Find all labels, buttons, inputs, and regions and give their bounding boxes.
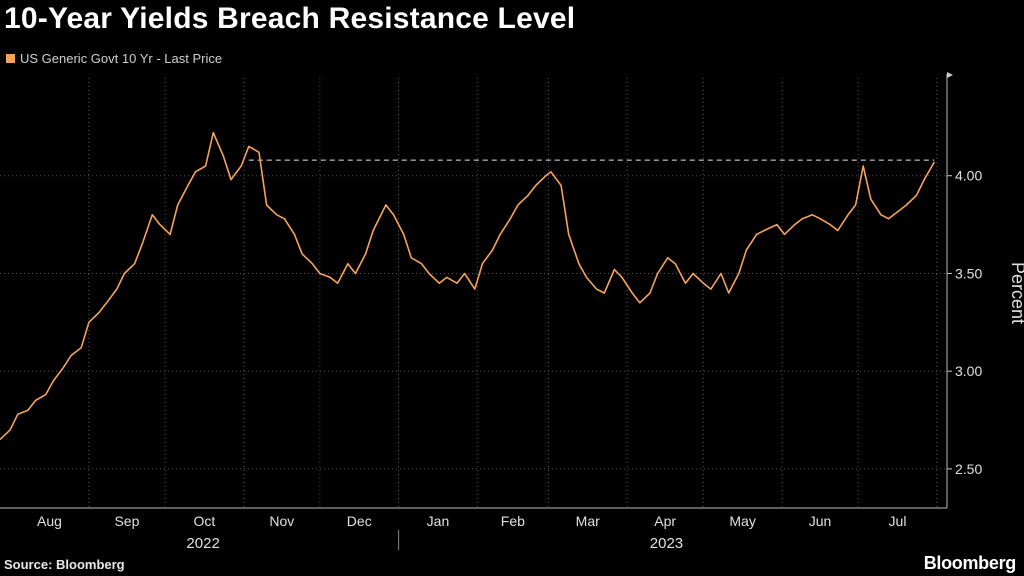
y-tick-label: 4.00 [955, 168, 982, 184]
x-tick-label: Jul [889, 513, 907, 529]
y-axis-label: Percent [1008, 262, 1024, 324]
series-line [0, 131, 935, 441]
x-tick-label: Apr [654, 513, 676, 529]
y-tick-label: 3.00 [955, 363, 982, 379]
y-tick-label: 2.50 [955, 461, 982, 477]
year-label: 2022 [186, 535, 219, 552]
x-tick-label: Sep [114, 513, 139, 529]
chart-title: 10-Year Yields Breach Resistance Level [4, 2, 576, 35]
legend-label: US Generic Govt 10 Yr - Last Price [20, 51, 223, 66]
x-tick-label: Dec [347, 513, 372, 529]
x-tick-label: May [729, 513, 755, 529]
x-tick-label: Jan [427, 513, 450, 529]
source-note: Source: Bloomberg [4, 557, 125, 572]
x-tick-label: Jun [809, 513, 832, 529]
x-tick-label: Aug [37, 513, 62, 529]
year-label: 2023 [650, 535, 683, 552]
legend: US Generic Govt 10 Yr - Last Price [6, 51, 222, 66]
legend-swatch [6, 54, 15, 63]
x-tick-label: Mar [576, 513, 600, 529]
y-axis-arrow [947, 72, 953, 78]
x-tick-label: Feb [501, 513, 525, 529]
x-tick-label: Nov [269, 513, 294, 529]
x-tick-label: Oct [193, 513, 215, 529]
y-tick-label: 3.50 [955, 265, 982, 281]
bloomberg-logo: Bloomberg [923, 553, 1017, 573]
